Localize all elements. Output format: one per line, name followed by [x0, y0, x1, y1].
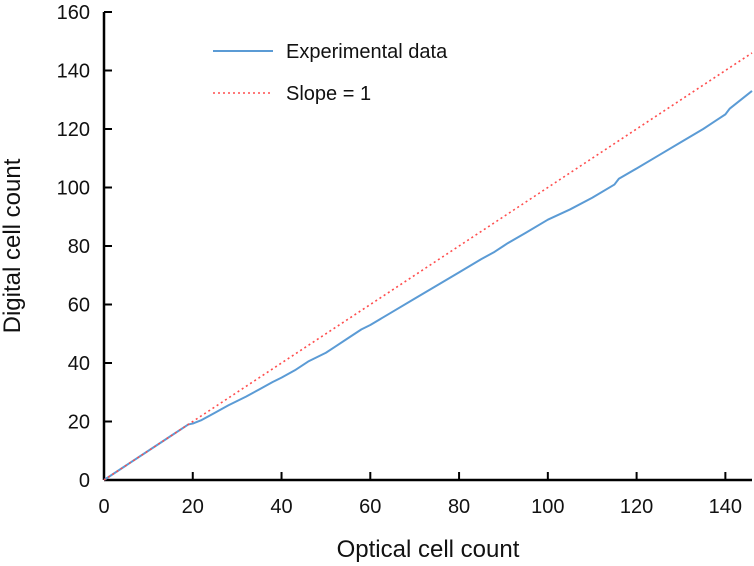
legend: Experimental data Slope = 1: [213, 41, 448, 105]
x-tick-label: 60: [359, 496, 381, 518]
axes: [102, 12, 752, 482]
x-tick-label: 20: [182, 496, 204, 518]
x-tick-label: 0: [98, 496, 109, 518]
x-tick-label: 140: [709, 496, 742, 518]
y-axis-title: Digital cell count: [0, 158, 26, 333]
legend-label-slope: Slope = 1: [286, 83, 371, 105]
series-line-experimental: [103, 90, 753, 481]
x-tick-label: 120: [620, 496, 653, 518]
y-tick-label: 120: [57, 119, 90, 141]
y-tick-label: 0: [79, 470, 90, 492]
y-tick-label: 140: [57, 61, 90, 83]
x-tick-label: 40: [270, 496, 292, 518]
x-tick-label: 80: [448, 496, 470, 518]
y-tick-label: 160: [57, 2, 90, 24]
series-line-slope: [103, 52, 753, 481]
ticks: 0 20 40 60 80 100 120 140 0 20 40 60 80 100 120 140 160: [57, 2, 742, 518]
y-tick-label: 20: [68, 412, 90, 434]
series-layer: [103, 52, 753, 481]
y-tick-label: 80: [68, 236, 90, 258]
x-tick-label: 100: [531, 496, 564, 518]
y-tick-label: 100: [57, 178, 90, 200]
x-axis-title: Optical cell count: [337, 536, 520, 563]
legend-label-experimental: Experimental data: [286, 41, 448, 63]
y-tick-label: 60: [68, 295, 90, 317]
y-tick-label: 40: [68, 353, 90, 375]
